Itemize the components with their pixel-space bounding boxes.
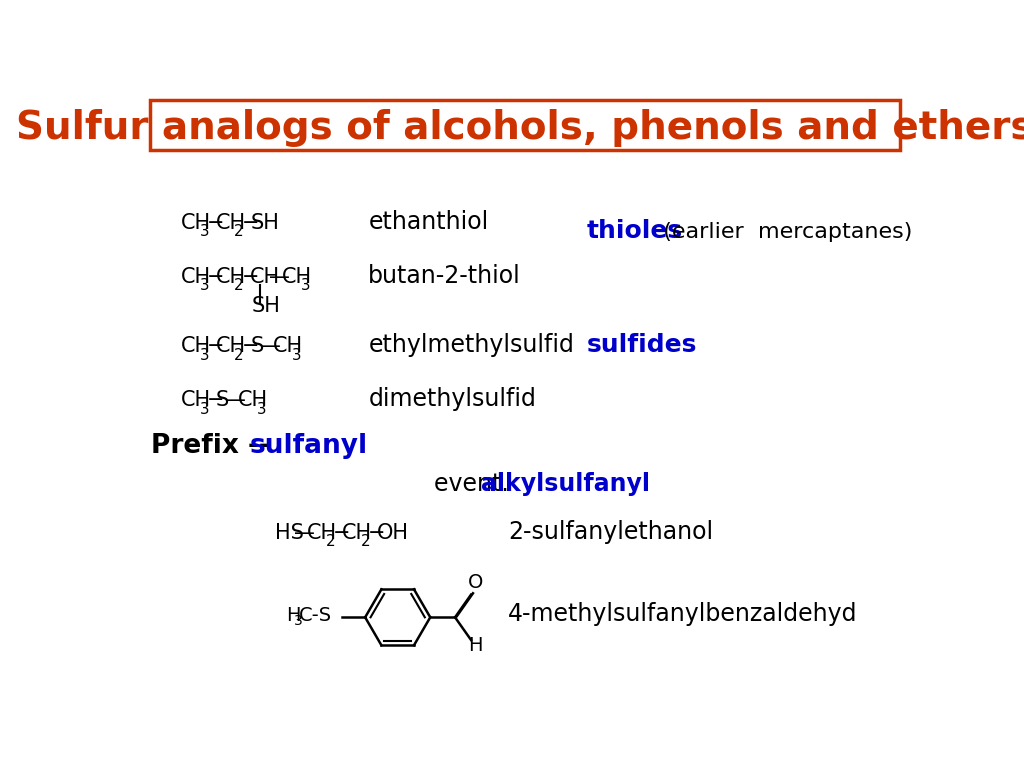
Text: OH: OH <box>377 523 409 543</box>
Text: CH: CH <box>215 214 246 233</box>
Text: sulfanyl: sulfanyl <box>250 432 368 458</box>
Text: 2: 2 <box>234 278 244 293</box>
Text: butan-2-thiol: butan-2-thiol <box>369 264 521 288</box>
Text: 3: 3 <box>200 278 209 293</box>
Text: 3: 3 <box>200 224 209 240</box>
Text: event.: event. <box>434 472 516 496</box>
Text: 3: 3 <box>200 402 209 416</box>
Text: alkylsulfanyl: alkylsulfanyl <box>480 472 649 496</box>
Text: −: − <box>207 336 224 356</box>
Text: —: — <box>260 336 281 356</box>
Text: HS: HS <box>275 523 304 543</box>
Text: O: O <box>468 574 483 592</box>
Text: CH: CH <box>180 267 211 287</box>
Text: —: — <box>225 390 246 410</box>
Text: CH: CH <box>342 523 372 543</box>
Text: CH: CH <box>250 267 281 287</box>
Text: C-S: C-S <box>299 606 333 625</box>
Text: −: − <box>242 214 259 233</box>
Text: 2: 2 <box>234 348 244 362</box>
Text: 2: 2 <box>234 224 244 240</box>
Text: —: — <box>269 267 290 287</box>
Text: 3: 3 <box>294 614 303 628</box>
Text: SH: SH <box>251 296 280 316</box>
Text: CH: CH <box>180 390 211 410</box>
Text: Prefix --: Prefix -- <box>152 432 280 458</box>
Text: CH: CH <box>307 523 337 543</box>
FancyBboxPatch shape <box>150 100 900 150</box>
Text: CH: CH <box>215 336 246 356</box>
Text: CH: CH <box>273 336 303 356</box>
Text: 2-sulfanylethanol: 2-sulfanylethanol <box>508 520 713 544</box>
Text: —: — <box>294 523 314 543</box>
Text: −: − <box>207 390 224 410</box>
Text: 2: 2 <box>326 534 336 549</box>
Text: thioles: thioles <box>587 220 683 243</box>
Text: CH: CH <box>239 390 268 410</box>
Text: H: H <box>286 606 301 625</box>
Text: −: − <box>333 523 350 543</box>
Text: 3: 3 <box>200 348 209 362</box>
Text: dimethylsulfid: dimethylsulfid <box>369 387 537 412</box>
Text: −: − <box>242 336 259 356</box>
Text: (earlier  mercaptanes): (earlier mercaptanes) <box>649 223 912 243</box>
Text: ethylmethylsulfid: ethylmethylsulfid <box>369 333 574 357</box>
Text: CH: CH <box>180 214 211 233</box>
Text: H: H <box>468 636 482 655</box>
Text: CH: CH <box>215 267 246 287</box>
Text: CH: CH <box>180 336 211 356</box>
Text: SH: SH <box>250 214 280 233</box>
Text: S: S <box>250 336 263 356</box>
Text: ethanthiol: ethanthiol <box>369 210 488 234</box>
Text: −: − <box>207 214 224 233</box>
Text: −: − <box>368 523 385 543</box>
Text: 3: 3 <box>301 278 310 293</box>
Text: 2: 2 <box>360 534 371 549</box>
Text: S: S <box>215 390 228 410</box>
Text: −: − <box>207 267 224 287</box>
Text: Sulfur analogs of alcohols, phenols and ethers: Sulfur analogs of alcohols, phenols and … <box>16 109 1024 147</box>
Text: sulfides: sulfides <box>587 333 697 357</box>
Text: −: − <box>242 267 259 287</box>
Text: CH: CH <box>283 267 312 287</box>
Text: 4-methylsulfanylbenzaldehyd: 4-methylsulfanylbenzaldehyd <box>508 602 857 626</box>
Text: 3: 3 <box>257 402 266 416</box>
Text: 3: 3 <box>292 348 301 362</box>
